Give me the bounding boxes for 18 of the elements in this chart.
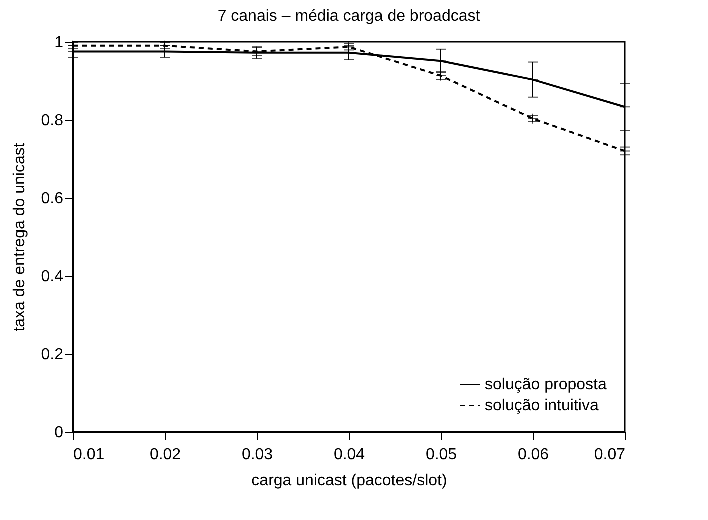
- x-tick-label: 0.03: [242, 446, 274, 464]
- y-tick-label: 0.8: [41, 112, 64, 130]
- x-tick-label: 0.02: [150, 446, 182, 464]
- x-axis-title: carga unicast (pacotes/slot): [252, 472, 448, 490]
- y-tick-label: 0.6: [41, 190, 64, 208]
- legend-label: solução intuitiva: [485, 398, 599, 414]
- x-tick-label: 0.05: [426, 446, 458, 464]
- y-axis-title: taxa de entrega do unicast: [11, 142, 28, 332]
- x-tick-label: 0.01: [74, 446, 105, 464]
- x-tick-label: 0.06: [518, 446, 550, 464]
- chart-title: 7 canais – média carga de broadcast: [218, 8, 481, 25]
- y-tick-label: 1: [54, 34, 64, 52]
- y-tick-label: 0.2: [41, 346, 64, 364]
- y-tick-label: 0: [54, 424, 64, 442]
- x-tick-label: 0.07: [594, 446, 626, 464]
- y-tick-label: 0.4: [41, 268, 64, 286]
- x-tick-label: 0.04: [334, 446, 366, 464]
- legend-label: solução proposta: [485, 376, 607, 394]
